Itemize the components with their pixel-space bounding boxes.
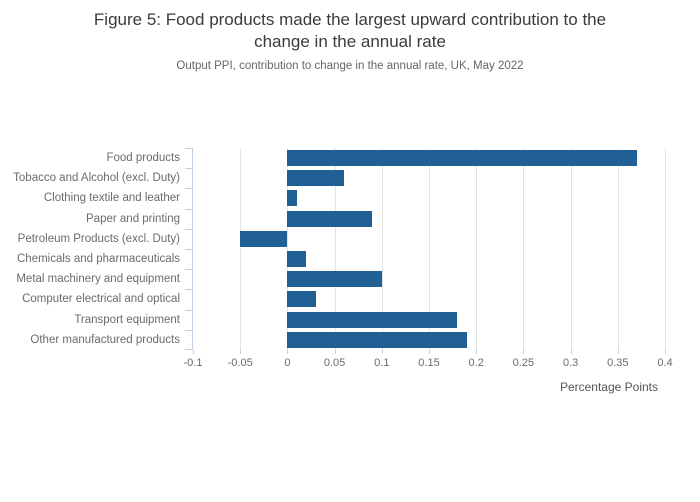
- category-label: Food products: [106, 152, 180, 164]
- gridline: [570, 148, 572, 350]
- bar-chemicals-and-pharmaceuticals[interactable]: [287, 251, 307, 267]
- bar-other-manufactured-products[interactable]: [287, 331, 467, 348]
- y-axis-category-labels: Food products Tobacco and Alcohol (excl. …: [0, 148, 186, 350]
- x-axis-tick-label: 0.25: [512, 357, 535, 369]
- category-label: Transport equipment: [74, 313, 180, 326]
- gridline: [617, 148, 619, 350]
- x-axis-title: Percentage Points: [559, 380, 658, 394]
- y-axis-tick: [185, 168, 193, 170]
- x-axis-tick-label: 0.4: [657, 357, 673, 369]
- x-axis-tick-label: 0.05: [323, 357, 346, 369]
- y-axis-tick: [185, 228, 193, 230]
- bar-tobacco-and-alcohol-excl-duty[interactable]: [287, 170, 345, 187]
- category-label: Tobacco and Alcohol (excl. Duty): [13, 172, 180, 185]
- bar-petroleum-products-excl-duty[interactable]: [240, 230, 288, 247]
- x-axis-tick: [287, 350, 289, 354]
- bar-food-products[interactable]: [287, 150, 637, 166]
- x-axis-tick: [193, 350, 194, 354]
- chart-title: Figure 5: Food products made the largest…: [93, 10, 607, 51]
- gridline: [476, 148, 478, 350]
- y-axis-tick: [185, 269, 193, 271]
- x-axis-tick-label: 0.3: [562, 357, 579, 369]
- category-label: Computer electrical and optical: [22, 293, 180, 306]
- y-axis-tick: [185, 349, 193, 350]
- x-axis-tick-label: 0: [284, 357, 291, 369]
- y-axis-tick: [185, 329, 193, 331]
- gridline: [381, 148, 383, 350]
- category-label: Metal machinery and equipment: [16, 273, 180, 286]
- bar-clothing-textile-and-leather[interactable]: [287, 190, 297, 207]
- gridline: [429, 148, 430, 350]
- category-label: Other manufactured products: [30, 333, 180, 346]
- category-label: Paper and printing: [86, 212, 180, 225]
- x-axis-tick-label: -0.1: [183, 357, 203, 369]
- y-axis-tick: [185, 148, 193, 149]
- x-axis-tick: [523, 350, 525, 354]
- x-axis-tick: [617, 350, 619, 354]
- x-axis-tick-label: 0.2: [468, 357, 484, 369]
- x-axis-tick-label: 0.1: [374, 357, 390, 369]
- gridline: [334, 148, 336, 350]
- y-axis-tick: [185, 188, 193, 190]
- x-axis-tick-label: -0.05: [227, 357, 253, 369]
- chart-subtitle: Output PPI, contribution to change in th…: [176, 60, 524, 72]
- x-axis-tick: [476, 350, 478, 354]
- y-axis-tick: [185, 289, 193, 291]
- x-axis-tick: [240, 350, 242, 354]
- x-axis-tick-label: 0.15: [418, 357, 440, 369]
- x-axis-tick: [570, 350, 572, 354]
- gridline: [240, 148, 242, 350]
- category-label: Petroleum Products (excl. Duty): [17, 232, 180, 245]
- bar-metal-machinery-and-equipment[interactable]: [287, 271, 382, 288]
- x-axis-tick: [665, 350, 666, 354]
- x-axis-tick-label: 0.35: [607, 357, 629, 369]
- gridline: [523, 148, 525, 350]
- y-axis-tick: [185, 249, 193, 250]
- x-axis-tick: [429, 350, 430, 354]
- y-axis-tick: [185, 309, 193, 311]
- x-axis-tick: [381, 350, 383, 354]
- x-axis-tick: [334, 350, 336, 354]
- y-axis-tick: [185, 208, 193, 210]
- category-label: Clothing textile and leather: [43, 192, 180, 205]
- plot-area: -0.1 -0.05 0 0.05 0.1 0.15 0.2 0.25 0.3 0.35 0.4: [184, 148, 673, 369]
- gridline: [665, 148, 666, 350]
- gridline: [287, 148, 289, 350]
- bar-computer-electrical-and-optical[interactable]: [287, 291, 316, 308]
- bar-paper-and-printing[interactable]: [287, 210, 373, 227]
- bar-transport-equipment[interactable]: [287, 311, 458, 328]
- category-label: Chemicals and pharmaceuticals: [17, 253, 180, 265]
